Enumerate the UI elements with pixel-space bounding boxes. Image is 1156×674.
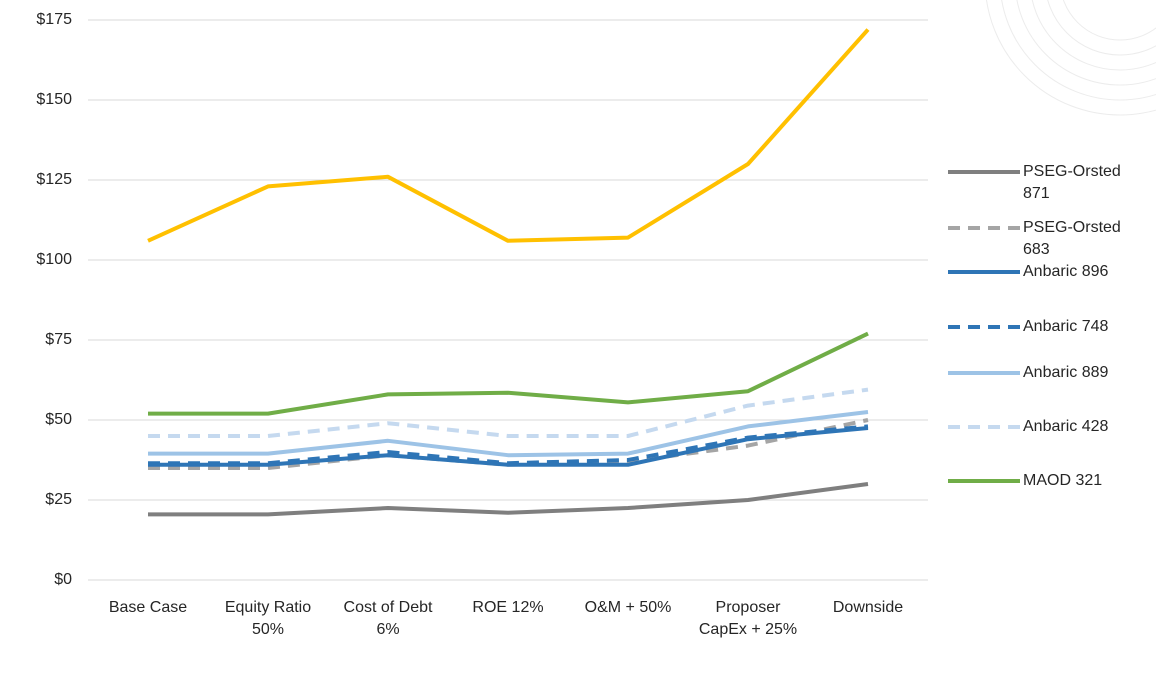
y-tick-label: $175	[36, 11, 72, 28]
legend-label: PSEG-Orsted 871	[1023, 163, 1121, 202]
y-tick-label: $150	[36, 91, 72, 108]
y-tick-label: $25	[45, 491, 72, 508]
series-line	[148, 418, 869, 470]
legend-label: PSEG-Orsted 683	[1023, 219, 1121, 258]
y-tick-label: $100	[36, 251, 72, 268]
x-tick-label: O&M + 50%	[584, 599, 672, 616]
y-tick-label: $0	[54, 571, 72, 588]
decoration	[986, 0, 1156, 116]
legend-label: Anbaric 428	[1023, 418, 1109, 435]
x-tick-label: Downside	[832, 599, 904, 616]
y-tick-label: $75	[45, 331, 72, 348]
series-line	[148, 424, 869, 466]
x-tick-label: Equity Ratio 50%	[224, 599, 312, 638]
x-tick-label: ROE 12%	[472, 599, 544, 616]
legend-label: Anbaric 896	[1023, 263, 1109, 280]
series-line	[148, 410, 869, 458]
series-line	[148, 331, 869, 416]
x-tick-label: Base Case	[108, 599, 188, 616]
y-tick-label: $50	[45, 411, 72, 428]
legend-label: Anbaric 748	[1023, 318, 1109, 335]
y-tick-label: $125	[36, 171, 72, 188]
series-line	[147, 28, 870, 243]
series-line	[148, 387, 869, 438]
series-line	[148, 482, 869, 517]
x-tick-label: Proposer CapEx + 25%	[698, 599, 798, 638]
series-line	[148, 426, 869, 467]
legend-label: MAOD 321	[1023, 472, 1103, 489]
x-tick-label: Cost of Debt 6%	[343, 599, 433, 638]
legend-label: Anbaric 889	[1023, 364, 1109, 381]
